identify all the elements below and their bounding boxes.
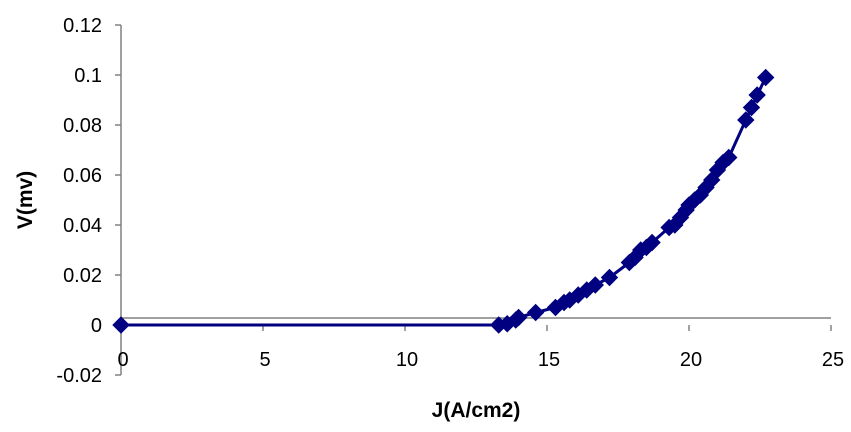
x-tick-label: 0 (117, 349, 128, 371)
x-tick-label: 10 (396, 349, 418, 371)
y-tick-label: 0.12 (63, 15, 102, 37)
series-layer (112, 68, 775, 334)
data-point-marker (737, 111, 755, 129)
data-point-marker (112, 316, 130, 334)
series-line (121, 76, 768, 327)
data-point-marker (526, 303, 545, 322)
y-tick-label: 0.02 (63, 265, 102, 287)
x-tick-label: 5 (259, 349, 270, 371)
data-point-marker (586, 276, 604, 294)
x-tick-label: 15 (538, 349, 560, 371)
x-tick-label: 25 (822, 349, 844, 371)
y-tick-label: 0 (91, 315, 102, 337)
y-axis-title: V(mv) (14, 171, 37, 229)
y-tick-label: -0.02 (56, 365, 102, 387)
y-tick-label: 0.08 (63, 115, 102, 137)
ticks-layer: -0.02 0 0.02 0.04 0.06 0.08 0.1 0.12 0 5 10 15 20 25 (56, 15, 844, 387)
data-point-marker (509, 308, 528, 327)
data-point-marker (600, 268, 619, 287)
data-point-marker (742, 98, 761, 117)
data-point-marker (643, 233, 661, 252)
y-tick-label: 0.04 (63, 215, 102, 237)
y-tick-label: 0.1 (74, 65, 102, 87)
y-tick-label: 0.06 (63, 165, 102, 187)
axes-layer (120, 25, 831, 375)
data-point-marker (720, 148, 738, 167)
x-tick-label: 20 (680, 349, 702, 371)
x-axis-title: J(A/cm2) (432, 399, 521, 422)
data-point-marker (748, 86, 766, 104)
data-point-marker (756, 68, 775, 87)
